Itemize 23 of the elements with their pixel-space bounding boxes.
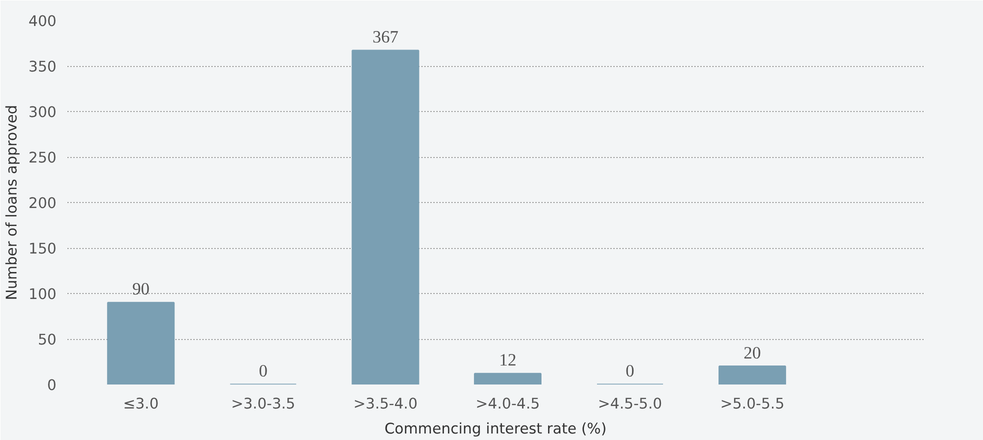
data-label: 0 <box>258 362 268 380</box>
y-tick-label: 100 <box>28 286 57 303</box>
y-tick-label: 300 <box>28 104 57 121</box>
data-label: 12 <box>499 350 516 370</box>
x-tick-label: ≤3.0 <box>123 396 159 412</box>
y-tick-label: 200 <box>28 195 57 212</box>
data-label: 90 <box>132 280 150 299</box>
x-tick-label: >5.0-5.5 <box>720 396 784 412</box>
x-tick-label: >3.5-4.0 <box>353 396 418 412</box>
data-label: 20 <box>744 343 761 362</box>
x-axis-title: Commencing interest rate (%) <box>384 420 607 438</box>
data-label: 0 <box>626 362 634 380</box>
y-tick-label: 350 <box>28 58 57 76</box>
data-label: 367 <box>372 28 399 47</box>
y-tick-label: 0 <box>47 377 57 394</box>
y-tick-label: 50 <box>38 332 57 348</box>
y-tick-label: 400 <box>28 13 57 30</box>
y-tick-label: 150 <box>28 240 57 258</box>
x-tick-label: >3.0-3.5 <box>231 396 296 412</box>
y-tick-label: 250 <box>28 150 57 166</box>
x-tick-label: >4.0-4.5 <box>476 396 540 412</box>
y-axis-title: Number of loans approved <box>4 104 21 300</box>
x-tick-label: >4.5-5.0 <box>598 396 662 412</box>
